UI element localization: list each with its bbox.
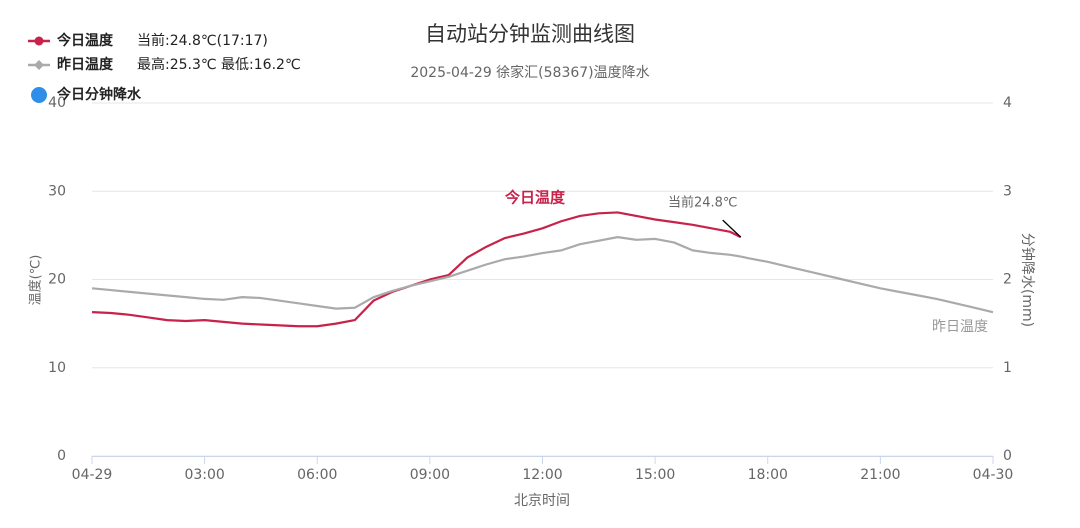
annotation-leader bbox=[722, 219, 742, 238]
series-line bbox=[91, 236, 994, 314]
x-tick-label: 12:00 bbox=[522, 467, 562, 483]
x-tick-label: 04-30 bbox=[973, 467, 1014, 483]
y-tick-label: 10 bbox=[48, 360, 66, 376]
legend-label: 昨日温度 bbox=[57, 56, 114, 73]
chart-title: 自动站分钟监测曲线图 bbox=[425, 22, 635, 46]
x-tick-label: 04-29 bbox=[72, 467, 113, 483]
y-axis-title: 温度(℃) bbox=[28, 255, 44, 306]
series-label: 今日温度 bbox=[504, 189, 566, 207]
x-tick-label: 09:00 bbox=[410, 467, 450, 483]
legend-marker bbox=[34, 36, 44, 46]
y-tick-label: 20 bbox=[48, 272, 66, 288]
x-tick-label: 03:00 bbox=[184, 467, 224, 483]
legend-note: 当前:24.8℃(17:17) bbox=[137, 32, 268, 49]
y2-tick-label: 3 bbox=[1003, 183, 1012, 199]
legend-marker bbox=[34, 60, 44, 70]
x-tick-label: 06:00 bbox=[297, 467, 337, 483]
y-tick-label: 0 bbox=[57, 448, 66, 464]
x-tick-label: 18:00 bbox=[748, 467, 788, 483]
legend-label: 今日分钟降水 bbox=[56, 86, 142, 103]
y2-tick-label: 4 bbox=[1003, 95, 1012, 111]
legend-label: 今日温度 bbox=[56, 32, 114, 49]
x-axis-title: 北京时间 bbox=[514, 493, 570, 509]
y2-tick-label: 0 bbox=[1003, 448, 1012, 464]
y-tick-label: 30 bbox=[48, 183, 66, 199]
chart-subtitle: 2025-04-29 徐家汇(58367)温度降水 bbox=[410, 64, 649, 81]
y-tick-label: 40 bbox=[48, 95, 66, 111]
x-tick-label: 15:00 bbox=[635, 467, 675, 483]
y2-tick-label: 2 bbox=[1003, 272, 1012, 288]
y2-axis-title: 分钟降水(mm) bbox=[1019, 233, 1036, 327]
y2-tick-label: 1 bbox=[1003, 360, 1012, 376]
legend-note: 最高:25.3℃ 最低:16.2℃ bbox=[137, 56, 301, 73]
series-line bbox=[91, 211, 742, 328]
x-tick-label: 21:00 bbox=[860, 467, 900, 483]
legend-marker bbox=[31, 87, 47, 103]
series-label: 昨日温度 bbox=[932, 319, 988, 335]
annotation: 当前24.8℃ bbox=[668, 195, 738, 211]
